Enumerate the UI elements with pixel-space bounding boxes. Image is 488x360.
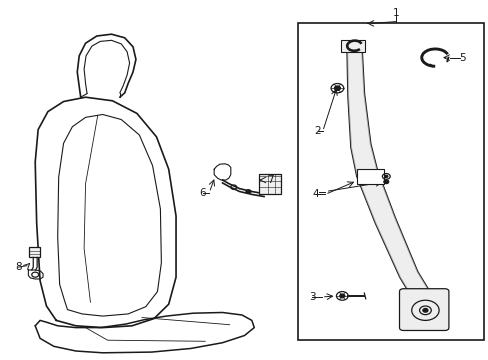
Bar — [341, 40, 364, 52]
Bar — [259, 174, 281, 194]
Bar — [29, 247, 40, 257]
Circle shape — [339, 294, 344, 298]
Text: 3: 3 — [308, 292, 315, 302]
Text: 1: 1 — [392, 8, 399, 18]
Circle shape — [383, 180, 388, 184]
Text: 2: 2 — [314, 126, 321, 136]
Circle shape — [245, 190, 250, 193]
Text: 5: 5 — [458, 53, 465, 63]
Bar — [298, 23, 483, 340]
Circle shape — [334, 86, 340, 90]
Circle shape — [384, 175, 387, 177]
Text: 7: 7 — [266, 175, 273, 185]
Text: 6: 6 — [199, 188, 206, 198]
Circle shape — [422, 309, 427, 312]
Text: 4: 4 — [311, 189, 318, 199]
Text: 8: 8 — [15, 262, 22, 272]
Polygon shape — [346, 47, 434, 310]
Bar — [356, 169, 383, 184]
FancyBboxPatch shape — [399, 289, 448, 330]
